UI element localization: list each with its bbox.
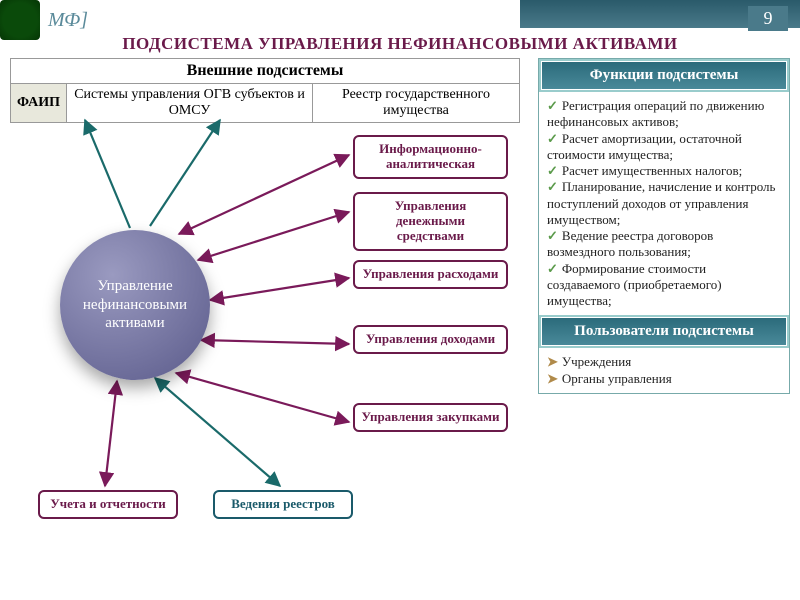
users-header: Пользователи подсистемы <box>539 315 789 348</box>
users-body: УчрежденияОрганы управления <box>539 348 789 393</box>
function-item: Расчет имущественных налогов; <box>547 163 781 179</box>
function-item: Регистрация операций по движению нефинан… <box>547 98 781 131</box>
slide-number: 9 <box>748 6 788 31</box>
function-item: Ведение реестра договоров возмездного по… <box>547 228 781 261</box>
ext-header: Внешние подсистемы <box>11 59 520 84</box>
function-item: Планирование, начисление и контроль пост… <box>547 179 781 228</box>
user-item: Учреждения <box>547 354 781 370</box>
ext-cell-2: Реестр государственного имущества <box>313 84 520 123</box>
box-exp: Управления расходами <box>353 260 508 289</box>
function-item: Расчет амортизации, остаточной стоимости… <box>547 131 781 164</box>
logo-text: МФ] <box>48 9 88 31</box>
center-circle: Управление нефинансовыми активами <box>60 230 210 380</box>
function-item: Формирование стоимости создаваемого (при… <box>547 261 781 310</box>
center-circle-label: Управление нефинансовыми активами <box>70 277 200 333</box>
page-title: ПОДСИСТЕМА УПРАВЛЕНИЯ НЕФИНАНСОВЫМИ АКТИ… <box>0 34 800 54</box>
external-subsystems-table: Внешние подсистемы ФАИП Системы управлен… <box>10 58 520 123</box>
box-reg: Ведения реестров <box>213 490 353 519</box>
box-inc: Управления доходами <box>353 325 508 354</box>
ext-cell-1: Системы управления ОГВ субъектов и ОМСУ <box>67 84 313 123</box>
functions-header: Функции подсистемы <box>539 59 789 92</box>
right-column: Функции подсистемы Регистрация операций … <box>538 58 790 394</box>
box-proc: Управления закупками <box>353 403 508 432</box>
functions-body: Регистрация операций по движению нефинан… <box>539 92 789 315</box>
box-acct: Учета и отчетности <box>38 490 178 519</box>
box-info: Информационно-аналитическая <box>353 135 508 179</box>
ext-cell-0: ФАИП <box>11 84 67 123</box>
box-cash: Управления денежными средствами <box>353 192 508 251</box>
user-item: Органы управления <box>547 371 781 387</box>
